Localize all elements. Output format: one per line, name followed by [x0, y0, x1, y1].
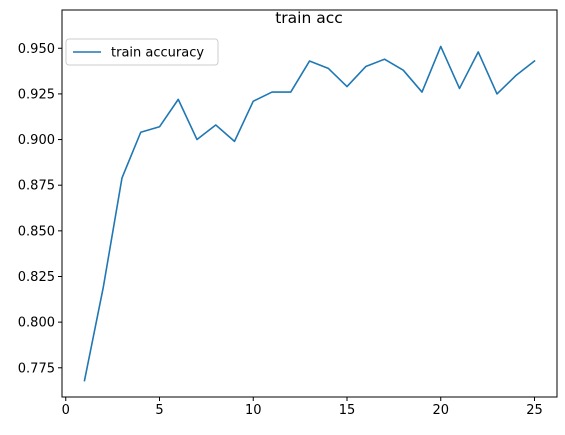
x-tick-label: 15	[339, 403, 356, 418]
legend-box	[65, 38, 219, 66]
y-tick-label: 0.950	[18, 42, 55, 57]
y-tick-label: 0.825	[18, 270, 55, 285]
y-tick-label: 0.775	[18, 361, 55, 376]
y-tick-label: 0.900	[18, 133, 55, 148]
x-tick-label: 25	[526, 403, 543, 418]
legend-label: train accuracy	[111, 46, 204, 61]
y-tick-label: 0.925	[18, 87, 55, 102]
x-tick-label: 5	[155, 403, 163, 418]
series-line-train-accuracy	[83, 45, 536, 382]
chart-title: train acc	[275, 9, 343, 27]
y-tick-label: 0.800	[18, 316, 55, 331]
legend: train accuracy	[65, 38, 219, 66]
plot-frame	[61, 9, 558, 398]
x-tick-label: 0	[62, 403, 70, 418]
y-tick-label: 0.875	[18, 179, 55, 194]
x-tick-label: 10	[245, 403, 262, 418]
x-tick-label: 20	[432, 403, 449, 418]
y-tick-label: 0.850	[18, 224, 55, 239]
